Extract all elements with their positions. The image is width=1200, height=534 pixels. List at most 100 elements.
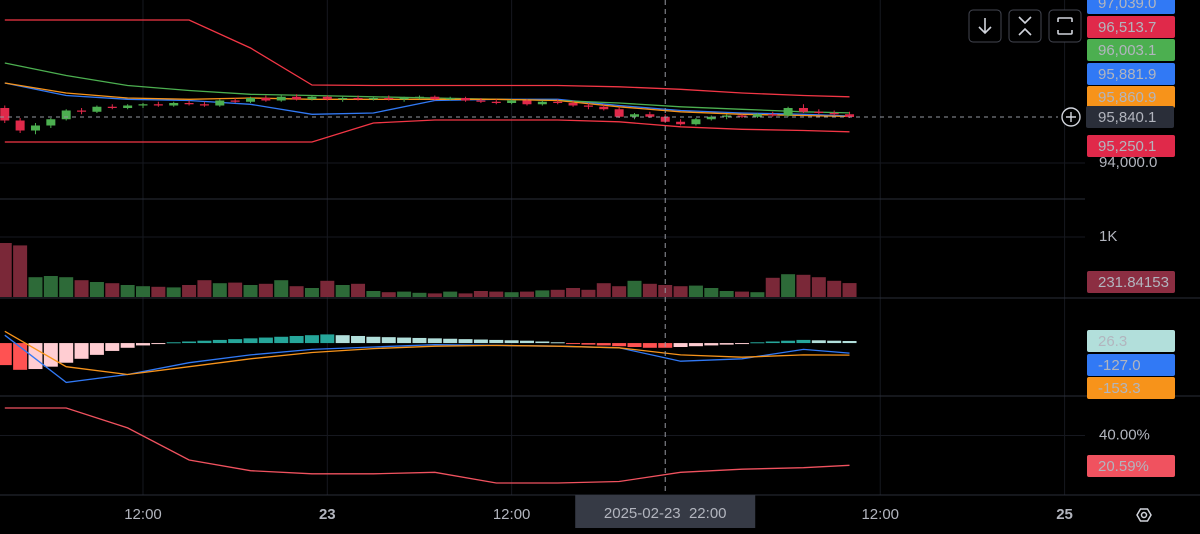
candle-body: [752, 114, 762, 117]
bar: [473, 339, 488, 344]
bar: [197, 340, 212, 344]
bar: [304, 288, 319, 297]
bar: [427, 293, 442, 297]
add-alert-button[interactable]: [1061, 107, 1081, 127]
indicator-line: [4, 407, 850, 484]
bar: [135, 343, 150, 346]
bar: [258, 283, 273, 297]
bar: [397, 337, 412, 344]
candle-body: [537, 101, 547, 105]
fullscreen-button[interactable]: [1048, 9, 1082, 43]
bar: [535, 290, 550, 297]
bar: [320, 280, 335, 297]
candle-body: [61, 110, 71, 120]
bar: [473, 291, 488, 297]
price-badge-label: 95,860.9: [1098, 89, 1156, 106]
bar: [581, 289, 596, 297]
bar: [796, 339, 811, 344]
bar: [550, 342, 565, 344]
candle-body: [322, 96, 332, 100]
bar: [427, 338, 442, 344]
candle-body: [583, 105, 593, 107]
price-badge: [1087, 63, 1175, 85]
price-badge-label: 95,840.1: [1098, 109, 1156, 126]
bar: [750, 342, 765, 344]
bar: [688, 285, 703, 297]
scroll-down-button[interactable]: [968, 9, 1002, 43]
bar: [212, 339, 227, 344]
bar: [397, 291, 412, 297]
bar: [458, 339, 473, 344]
candle-body: [399, 98, 409, 100]
price-badge-label: 95,250.1: [1098, 138, 1156, 155]
bar: [642, 343, 657, 348]
candle-body: [568, 103, 578, 106]
bar: [228, 282, 243, 297]
bar: [504, 292, 519, 297]
x-tick-label: 12:00: [124, 506, 162, 523]
crosshair-label-box: [575, 495, 756, 528]
candle-body: [722, 115, 732, 117]
bar: [151, 343, 166, 345]
candle-body: [138, 104, 148, 106]
price-badge: [1087, 271, 1175, 293]
toolbar: [968, 9, 1082, 43]
candle-body: [461, 98, 471, 101]
candle-body: [430, 96, 440, 100]
candle-body: [829, 113, 839, 115]
bar: [673, 286, 688, 297]
candle-body: [491, 101, 501, 103]
bar: [274, 336, 289, 344]
bar: [735, 343, 750, 345]
candle-body: [230, 100, 240, 102]
bar: [0, 343, 12, 366]
bar: [351, 283, 366, 297]
bar: [197, 280, 212, 297]
candle-body: [507, 100, 517, 103]
bar: [489, 339, 504, 344]
bar: [258, 337, 273, 344]
settings-button[interactable]: [1136, 508, 1152, 522]
bar: [443, 291, 458, 297]
bar: [719, 343, 734, 345]
candle-body: [46, 119, 56, 126]
bar: [796, 274, 811, 297]
candle-body: [15, 120, 25, 131]
bar: [566, 343, 581, 345]
bar: [28, 343, 43, 370]
candle-body: [199, 104, 209, 106]
bar: [519, 340, 534, 344]
candle-body: [292, 96, 302, 100]
bar: [105, 343, 120, 351]
bar: [458, 293, 473, 297]
price-badge: [1087, 330, 1175, 352]
candle-body: [107, 106, 117, 108]
bar: [842, 283, 857, 297]
axes: 12:00 23 12:00 12:00 25 94,000.0 1K 40.00% 97,03…: [124, 0, 1175, 528]
bar: [673, 343, 688, 347]
price-badge: [1087, 0, 1175, 14]
collapse-button[interactable]: [1008, 9, 1042, 43]
candle-body: [353, 98, 363, 100]
bar: [504, 340, 519, 344]
bar: [320, 334, 335, 344]
indicator-line: [4, 334, 850, 384]
candle-body: [676, 121, 686, 125]
bar: [642, 283, 657, 297]
candle-body: [215, 100, 225, 106]
candle-body: [414, 96, 424, 98]
bar: [243, 338, 258, 344]
price-badge-label: 95,881.9: [1098, 66, 1156, 83]
candle-body: [384, 98, 394, 100]
bar: [412, 337, 427, 344]
candle-body: [599, 106, 609, 110]
candle-body: [184, 103, 194, 105]
candle-body: [30, 125, 40, 131]
bar: [827, 340, 842, 344]
y-tick-label: 40.00%: [1099, 427, 1150, 444]
candle-body: [630, 114, 640, 117]
candle-body: [614, 109, 624, 117]
price-badge: [1087, 135, 1175, 157]
bar: [443, 338, 458, 344]
